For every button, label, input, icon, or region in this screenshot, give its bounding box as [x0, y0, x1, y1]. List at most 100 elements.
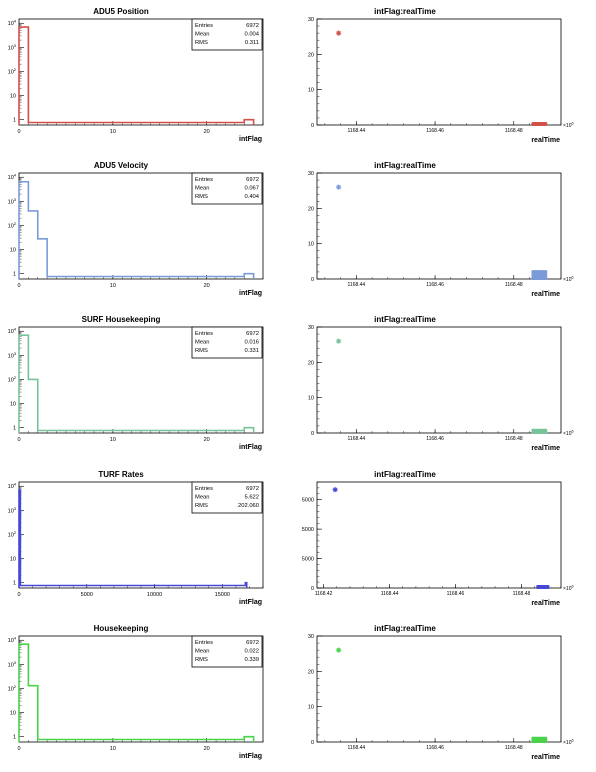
stats-value-rms: 0.331 — [244, 348, 259, 354]
y-tick-label: 0 — [311, 586, 314, 592]
x-tick-label: 1168.44 — [381, 591, 399, 597]
y-tick-base: 10 — [10, 248, 16, 254]
x-axis-label: realTime — [531, 137, 560, 144]
x-tick-label: 1168.44 — [348, 282, 366, 288]
x-tick-label: 1168.46 — [447, 591, 465, 597]
x-tick-label: 1168.48 — [505, 436, 523, 442]
stats-label-mean: Mean — [195, 186, 210, 192]
y-tick-label: 5000 — [302, 557, 314, 563]
y-tick-label: 10 — [308, 88, 314, 94]
y-tick-label: 104 — [8, 636, 17, 645]
x-exponent-base: ×10 — [563, 277, 572, 283]
stats-value-mean: 0.004 — [244, 32, 259, 38]
marker-stroke — [332, 487, 338, 492]
stats-value-rms: 202.060 — [238, 503, 259, 509]
x-exponent-label: ×106 — [563, 122, 574, 130]
y-tick-label: 102 — [8, 67, 17, 76]
x-tick-label: 10 — [110, 746, 116, 752]
x-exponent-power: 6 — [571, 122, 573, 126]
x-axis-label: intFlag — [239, 290, 262, 297]
stats-value-rms: 0.404 — [244, 194, 259, 200]
x-tick-label: 1168.48 — [505, 282, 523, 288]
x-axis-label: intFlag — [239, 136, 262, 143]
chart-title: Housekeeping — [94, 624, 149, 633]
y-tick-base: 10 — [8, 329, 14, 335]
dense-point-cluster — [536, 585, 550, 589]
y-tick-base: 10 — [10, 711, 16, 717]
stats-label-mean: Mean — [195, 340, 210, 346]
x-axis-label: intFlag — [239, 753, 262, 760]
stats-box — [191, 172, 263, 205]
y-tick-label: 20 — [308, 206, 314, 212]
x-tick-label: 5000 — [81, 592, 93, 598]
dense-point-cluster — [531, 428, 548, 434]
x-exponent-label: ×106 — [563, 276, 574, 284]
stats-label-entries: Entries — [195, 486, 213, 492]
y-tick-base: 10 — [10, 94, 16, 100]
y-tick-label: 30 — [308, 325, 314, 331]
y-tick-exp: 3 — [14, 351, 17, 356]
y-tick-label: 103 — [8, 197, 17, 206]
y-tick-label: 10 — [10, 557, 16, 563]
stats-label-rms: RMS — [195, 657, 208, 663]
y-tick-label: 0 — [311, 431, 314, 437]
y-tick-exp: 2 — [14, 67, 17, 72]
chart-panel-7: intFlag:realTime 1168.42 1168.44 1168.46 116… — [302, 470, 574, 607]
y-tick-exp: 4 — [14, 482, 17, 487]
y-tick-exp: 2 — [14, 375, 17, 380]
y-tick-base: 1 — [13, 272, 16, 278]
x-tick-label: 0 — [17, 283, 20, 289]
stats-label-entries: Entries — [195, 331, 213, 337]
stats-label-entries: Entries — [195, 177, 213, 183]
x-tick-label: 1168.48 — [505, 745, 523, 751]
stats-label-rms: RMS — [195, 503, 208, 509]
x-tick-label: 10 — [110, 283, 116, 289]
y-tick-label: 10 — [308, 242, 314, 248]
x-exponent-power: 6 — [571, 276, 573, 280]
y-tick-label: 1 — [13, 118, 16, 124]
histogram-line — [18, 489, 248, 588]
x-exponent-label: ×106 — [563, 739, 574, 747]
y-tick-label: 30 — [308, 634, 314, 640]
stats-box — [191, 326, 263, 359]
y-tick-label: 10 — [10, 248, 16, 254]
chart-title: TURF Rates — [98, 470, 144, 479]
y-tick-label: 20 — [308, 360, 314, 366]
marker-stroke — [336, 647, 341, 653]
y-tick-label: 1 — [13, 581, 16, 587]
stats-box — [191, 635, 263, 668]
x-axis-label: realTime — [531, 600, 560, 607]
dense-point-cluster — [531, 270, 548, 280]
marker-stroke — [336, 184, 341, 190]
y-tick-exp: 4 — [14, 636, 17, 641]
y-tick-base: 10 — [10, 402, 16, 408]
y-tick-base: 10 — [8, 45, 14, 51]
y-tick-label: 103 — [8, 43, 17, 52]
x-tick-label: 0 — [17, 746, 20, 752]
x-axis-label: intFlag — [239, 599, 262, 606]
y-tick-label: 5000 — [302, 498, 314, 504]
y-tick-base: 10 — [8, 199, 14, 205]
stats-value-entries: 6972 — [246, 486, 259, 492]
chart-title: intFlag:realTime — [374, 7, 436, 16]
y-tick-exp: 3 — [14, 660, 17, 665]
stats-value-mean: 0.016 — [244, 340, 259, 346]
y-tick-label: 0 — [311, 277, 314, 283]
chart-panel-5: intFlag:realTime 1168.44 1168.46 1168.48 30 2… — [308, 315, 574, 452]
y-tick-label: 1 — [13, 735, 16, 741]
x-tick-label: 1168.44 — [348, 128, 366, 134]
y-tick-label: 103 — [8, 660, 17, 669]
x-axis-label: realTime — [531, 291, 560, 298]
stats-value-mean: 0.067 — [244, 186, 259, 192]
stats-value-entries: 6972 — [246, 640, 259, 646]
x-exponent-power: 6 — [571, 430, 573, 434]
y-tick-label: 103 — [8, 506, 17, 515]
stats-value-rms: 0.311 — [245, 40, 259, 46]
y-tick-base: 1 — [13, 118, 16, 124]
y-tick-label: 104 — [8, 19, 17, 28]
stats-value-entries: 6972 — [246, 331, 259, 337]
x-exponent-power: 6 — [571, 739, 573, 743]
